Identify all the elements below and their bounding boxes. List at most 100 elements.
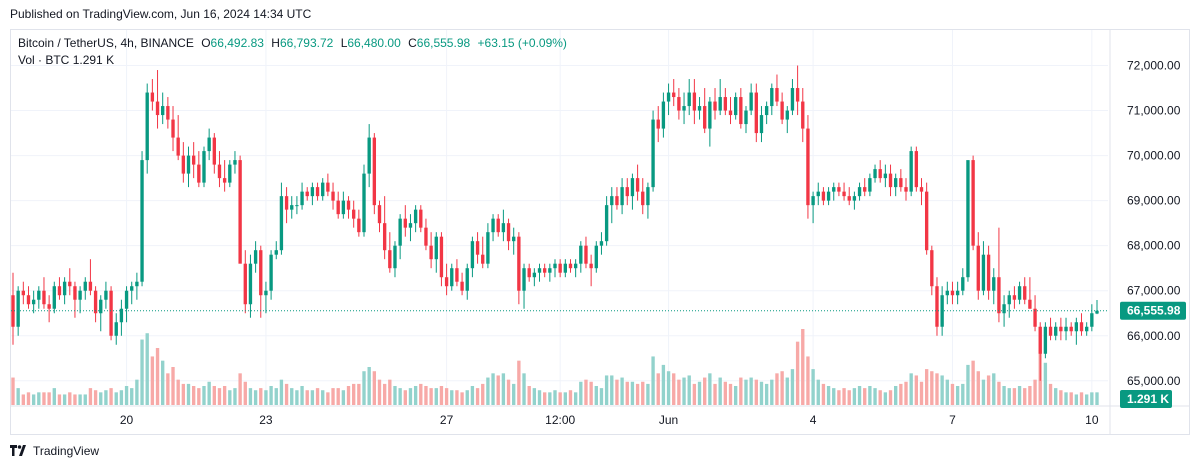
candle-body	[145, 92, 149, 161]
chart-frame[interactable]	[10, 29, 1190, 435]
volume-bar	[579, 381, 583, 405]
volume-bar	[439, 386, 444, 405]
candle-body	[728, 110, 733, 116]
volume-bar	[346, 386, 351, 405]
volume-bar	[155, 348, 160, 405]
candle-body	[124, 290, 129, 309]
volume-bar	[413, 386, 418, 405]
volume-bar	[130, 388, 134, 405]
volume-bar	[1064, 392, 1068, 405]
candle-body	[104, 290, 108, 300]
volume-bar	[357, 383, 361, 405]
candle-body	[434, 236, 438, 260]
time-tick-label: 20	[120, 413, 134, 427]
candle-body	[682, 106, 686, 111]
candle-body	[1007, 295, 1011, 305]
volume-bar	[336, 388, 340, 405]
volume-bar	[217, 388, 222, 405]
volume-bar	[1007, 388, 1011, 405]
candle-body	[336, 200, 340, 215]
volume-bar	[713, 383, 717, 405]
candle-body	[506, 223, 511, 242]
volume-bar	[930, 371, 934, 405]
volume-bar	[341, 390, 346, 405]
volume-bar	[744, 379, 748, 405]
candle-body	[981, 254, 986, 291]
candle-body	[57, 286, 62, 296]
candle-body	[790, 88, 795, 111]
candle-body	[341, 200, 346, 215]
volume-bar	[212, 386, 216, 405]
volume-bar	[527, 386, 531, 405]
candle-body	[377, 205, 382, 224]
symbol-name[interactable]: Bitcoin / TetherUS, 4h, BINANCE	[18, 36, 194, 50]
volume-bar	[811, 369, 815, 405]
candle-body	[52, 286, 56, 309]
volume-bar	[542, 392, 547, 405]
candle-body	[635, 178, 640, 192]
candle-body	[403, 218, 407, 228]
volume-bar	[1048, 383, 1053, 405]
volume-bar	[754, 379, 758, 405]
candle-body	[1017, 286, 1022, 300]
candle-body	[290, 205, 294, 210]
volume-label[interactable]: Vol · BTC	[18, 53, 70, 67]
time-tick-label: 12:00	[545, 413, 575, 427]
candle-body	[816, 191, 820, 197]
volume-bar	[522, 373, 526, 405]
candle-body	[723, 97, 728, 111]
volume-bar	[914, 375, 919, 405]
candle-body	[878, 169, 882, 179]
candle-body	[610, 196, 614, 206]
candle-body	[382, 223, 387, 251]
candle-body	[259, 250, 263, 296]
volume-bar	[1054, 388, 1058, 405]
candle-body	[217, 164, 222, 179]
volume-bar	[83, 394, 87, 405]
candle-body	[512, 236, 516, 242]
candle-body	[429, 245, 433, 260]
volume-bar	[625, 381, 629, 405]
volume-bar	[512, 383, 516, 405]
volume-bar	[857, 386, 862, 405]
candle-body	[821, 191, 826, 201]
candle-body	[352, 209, 356, 219]
volume-bar	[26, 392, 31, 405]
volume-bar	[62, 394, 67, 405]
price-tick-label: 65,000.00	[1127, 374, 1181, 388]
volume-bar	[352, 383, 356, 405]
volume-bar	[517, 360, 521, 405]
candle-body	[486, 232, 490, 264]
candle-body	[243, 263, 247, 305]
candle-body	[811, 196, 815, 206]
candle-body	[47, 304, 51, 309]
volume-bar	[150, 356, 155, 405]
candle-body	[914, 151, 919, 188]
candle-body	[630, 178, 635, 197]
volume-bar	[553, 390, 557, 405]
candle-body	[909, 151, 913, 192]
volume-bar	[924, 369, 929, 405]
volume-bar	[135, 379, 139, 405]
candle-body	[1079, 322, 1084, 332]
volume-bar	[481, 383, 485, 405]
volume-bar	[697, 381, 702, 405]
candle-body	[93, 290, 98, 314]
volume-bar	[284, 383, 289, 405]
tradingview-logo-icon	[10, 445, 26, 456]
volume-bar	[501, 373, 506, 405]
last-volume-label: 1.291 K	[1127, 392, 1169, 406]
candle-body	[527, 268, 531, 278]
time-tick-label: 27	[440, 413, 454, 427]
candle-body	[770, 88, 774, 107]
candle-body	[950, 290, 955, 296]
volume-bar	[429, 388, 433, 405]
volume-bar	[104, 390, 108, 405]
volume-bar	[940, 375, 944, 405]
candle-body	[775, 88, 779, 102]
volume-bar	[620, 377, 624, 405]
volume-bar	[124, 386, 129, 405]
open-label: O	[201, 36, 211, 50]
volume-bar	[326, 392, 330, 405]
